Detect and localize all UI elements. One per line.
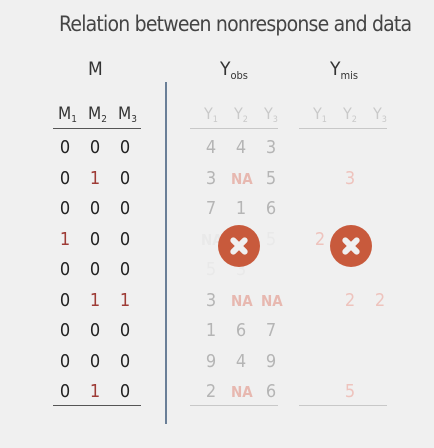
ymis-cell: 2 bbox=[374, 289, 386, 311]
m-cell: 0 bbox=[119, 137, 131, 158]
ymis-cell: 2 bbox=[344, 289, 356, 311]
yobs-cell: 7 bbox=[205, 198, 217, 219]
ymis-cell: 5 bbox=[344, 381, 356, 402]
m-cell: 0 bbox=[89, 320, 101, 341]
m-cell: 0 bbox=[59, 320, 71, 341]
yobs-footer-rule bbox=[190, 405, 278, 406]
m-cell: 0 bbox=[89, 350, 101, 372]
yobs-cell: 6 bbox=[265, 381, 277, 402]
header-yobs: Yobs bbox=[220, 58, 248, 82]
m-cell: 0 bbox=[89, 259, 101, 280]
header-m: M bbox=[88, 58, 103, 80]
yobs-cell: 3 bbox=[265, 137, 277, 158]
yobs-cell: 1 bbox=[205, 320, 217, 341]
m-cell: 0 bbox=[59, 259, 71, 280]
m-cell: 0 bbox=[59, 350, 71, 372]
ymis-footer-rule bbox=[299, 405, 387, 406]
yobs-cell: 4 bbox=[205, 137, 217, 158]
m-cell: 1 bbox=[59, 228, 71, 250]
yobs-cell: 1 bbox=[235, 198, 247, 219]
yobs-cell: 3 bbox=[205, 167, 217, 189]
yobs-cell: 9 bbox=[265, 350, 277, 372]
yobs-cell: 3 bbox=[235, 259, 247, 280]
yobs-header-rule bbox=[190, 128, 278, 129]
yobs-column-header: Y3 bbox=[264, 104, 278, 125]
yobs-cell: 5 bbox=[265, 228, 277, 250]
ymis-cell: 3 bbox=[344, 167, 356, 189]
m-column-header: M3 bbox=[118, 104, 137, 125]
yobs-cell: 2 bbox=[205, 381, 217, 402]
m-cell: 0 bbox=[119, 259, 131, 280]
m-cell: 0 bbox=[59, 167, 71, 189]
m-footer-rule bbox=[53, 405, 141, 406]
m-cell: 1 bbox=[89, 289, 101, 311]
m-cell: 0 bbox=[59, 289, 71, 311]
m-cell: 0 bbox=[119, 167, 131, 189]
ymis-column-header: Y2 bbox=[343, 104, 357, 125]
m-cell: 0 bbox=[59, 381, 71, 402]
yobs-cell: 4 bbox=[235, 137, 247, 158]
m-column-header: M1 bbox=[58, 104, 77, 125]
yobs-column-header: Y1 bbox=[204, 104, 218, 125]
yobs-cell: NA bbox=[261, 291, 283, 310]
diagram-title: Relation between nonresponse and data bbox=[59, 12, 412, 36]
divider-line bbox=[165, 82, 167, 424]
header-ymis: Ymis bbox=[330, 58, 358, 82]
yobs-cell: 4 bbox=[235, 350, 247, 372]
m-cell: 0 bbox=[119, 228, 131, 250]
x-circle-icon bbox=[218, 225, 260, 267]
m-cell: 1 bbox=[89, 167, 101, 189]
x-circle-icon bbox=[330, 225, 372, 267]
m-cell: 0 bbox=[119, 381, 131, 402]
ymis-column-header: Y1 bbox=[313, 104, 327, 125]
yobs-cell: 3 bbox=[205, 289, 217, 311]
m-cell: 0 bbox=[89, 228, 101, 250]
yobs-cell: NA bbox=[231, 169, 253, 188]
m-header-rule bbox=[53, 128, 141, 129]
yobs-cell: 5 bbox=[265, 167, 277, 189]
m-cell: 0 bbox=[89, 137, 101, 158]
m-cell: 0 bbox=[119, 320, 131, 341]
m-cell: 1 bbox=[119, 289, 131, 311]
m-cell: 0 bbox=[119, 198, 131, 219]
yobs-cell: 6 bbox=[235, 320, 247, 341]
m-cell: 1 bbox=[89, 381, 101, 402]
yobs-cell: 7 bbox=[265, 320, 277, 341]
yobs-cell: 9 bbox=[205, 350, 217, 372]
m-cell: 0 bbox=[89, 198, 101, 219]
yobs-cell: NA bbox=[231, 383, 253, 401]
ymis-cell: 2 bbox=[314, 228, 326, 250]
m-cell: 0 bbox=[59, 198, 71, 219]
ymis-column-header: Y3 bbox=[373, 104, 387, 125]
m-column-header: M2 bbox=[88, 104, 107, 125]
yobs-cell: 5 bbox=[205, 259, 217, 280]
m-cell: 0 bbox=[119, 350, 131, 372]
m-cell: 0 bbox=[59, 137, 71, 158]
ymis-header-rule bbox=[299, 128, 387, 129]
yobs-cell: 6 bbox=[265, 198, 277, 219]
yobs-column-header: Y2 bbox=[234, 104, 248, 125]
yobs-cell: NA bbox=[231, 291, 253, 310]
